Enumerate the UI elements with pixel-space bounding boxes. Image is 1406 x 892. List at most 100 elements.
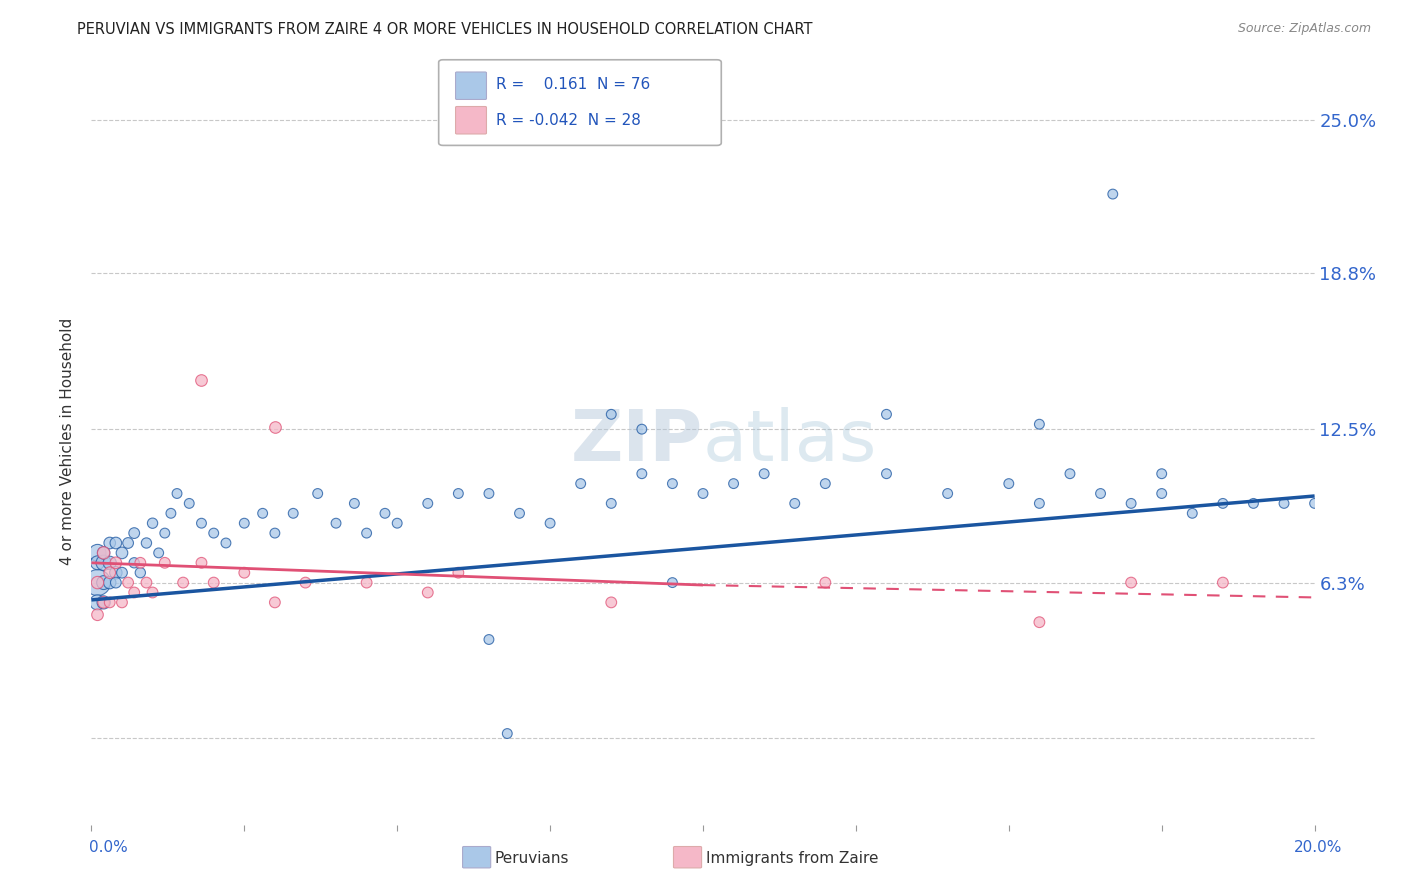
Point bbox=[233, 566, 256, 580]
Point bbox=[202, 575, 225, 590]
Point bbox=[98, 536, 121, 550]
Point bbox=[1028, 615, 1050, 630]
Point bbox=[661, 476, 683, 491]
Point bbox=[264, 595, 287, 609]
Point bbox=[104, 566, 127, 580]
Point bbox=[86, 575, 108, 590]
Point bbox=[509, 506, 531, 520]
Point bbox=[875, 407, 898, 421]
Point bbox=[1028, 496, 1050, 510]
Point bbox=[215, 536, 238, 550]
Point bbox=[343, 496, 366, 510]
Point bbox=[104, 536, 127, 550]
Point bbox=[631, 467, 654, 481]
Point bbox=[1150, 467, 1173, 481]
Point bbox=[1101, 187, 1123, 202]
Text: Source: ZipAtlas.com: Source: ZipAtlas.com bbox=[1237, 22, 1371, 36]
Point bbox=[416, 585, 439, 599]
Point bbox=[104, 575, 127, 590]
Point bbox=[129, 566, 152, 580]
Point bbox=[117, 575, 139, 590]
Point bbox=[202, 526, 225, 541]
Point bbox=[172, 575, 194, 590]
Point bbox=[153, 556, 176, 570]
Point bbox=[98, 556, 121, 570]
Point bbox=[692, 486, 714, 500]
Text: Immigrants from Zaire: Immigrants from Zaire bbox=[706, 851, 879, 865]
Point bbox=[111, 566, 134, 580]
Point bbox=[1243, 496, 1265, 510]
Point bbox=[325, 516, 347, 531]
Point bbox=[1121, 575, 1143, 590]
Point bbox=[661, 575, 683, 590]
Point bbox=[307, 486, 329, 500]
Point bbox=[1059, 467, 1081, 481]
Point bbox=[252, 506, 274, 520]
Point bbox=[356, 526, 378, 541]
Point bbox=[600, 595, 623, 609]
Point bbox=[1212, 575, 1234, 590]
Point bbox=[86, 595, 108, 609]
Point bbox=[98, 566, 121, 580]
Point bbox=[166, 486, 188, 500]
Point bbox=[416, 496, 439, 510]
Point bbox=[135, 536, 157, 550]
Point bbox=[447, 566, 470, 580]
Point bbox=[190, 373, 212, 387]
Text: Peruvians: Peruvians bbox=[495, 851, 569, 865]
Point bbox=[783, 496, 806, 510]
Point bbox=[875, 467, 898, 481]
Point bbox=[600, 496, 623, 510]
Point bbox=[86, 575, 108, 590]
Point bbox=[122, 526, 145, 541]
Point bbox=[160, 506, 183, 520]
Point bbox=[86, 546, 108, 560]
Point bbox=[122, 585, 145, 599]
Point bbox=[190, 556, 212, 570]
Point bbox=[264, 526, 287, 541]
Point bbox=[93, 546, 115, 560]
Point bbox=[1150, 486, 1173, 500]
Point bbox=[569, 476, 592, 491]
Point bbox=[478, 486, 501, 500]
Point bbox=[86, 556, 108, 570]
Point bbox=[129, 556, 152, 570]
Point bbox=[1272, 496, 1295, 510]
Text: R =    0.161  N = 76: R = 0.161 N = 76 bbox=[496, 78, 651, 93]
Point bbox=[93, 595, 115, 609]
Point bbox=[93, 575, 115, 590]
Point bbox=[233, 516, 256, 531]
Point bbox=[478, 632, 501, 647]
Point bbox=[600, 407, 623, 421]
Point bbox=[86, 607, 108, 622]
Point bbox=[264, 419, 287, 434]
Point bbox=[190, 516, 212, 531]
Point bbox=[153, 526, 176, 541]
Text: 20.0%: 20.0% bbox=[1295, 840, 1343, 855]
Point bbox=[814, 476, 837, 491]
Point bbox=[496, 726, 519, 740]
Point bbox=[135, 575, 157, 590]
Point bbox=[179, 496, 201, 510]
Point bbox=[1303, 496, 1326, 510]
Point bbox=[294, 575, 316, 590]
Point bbox=[93, 546, 115, 560]
Point bbox=[356, 575, 378, 590]
Text: 0.0%: 0.0% bbox=[89, 840, 128, 855]
Point bbox=[93, 556, 115, 570]
Point bbox=[111, 546, 134, 560]
Point bbox=[93, 595, 115, 609]
Point bbox=[447, 486, 470, 500]
Point bbox=[1181, 506, 1204, 520]
Point bbox=[1121, 496, 1143, 510]
Point bbox=[104, 556, 127, 570]
Point bbox=[283, 506, 305, 520]
Y-axis label: 4 or more Vehicles in Household: 4 or more Vehicles in Household bbox=[60, 318, 76, 566]
Point bbox=[1028, 417, 1050, 432]
Point bbox=[98, 575, 121, 590]
Point bbox=[631, 422, 654, 436]
Point bbox=[141, 516, 163, 531]
Text: R = -0.042  N = 28: R = -0.042 N = 28 bbox=[496, 112, 641, 128]
Text: ZIP: ZIP bbox=[571, 407, 703, 476]
Text: atlas: atlas bbox=[703, 407, 877, 476]
